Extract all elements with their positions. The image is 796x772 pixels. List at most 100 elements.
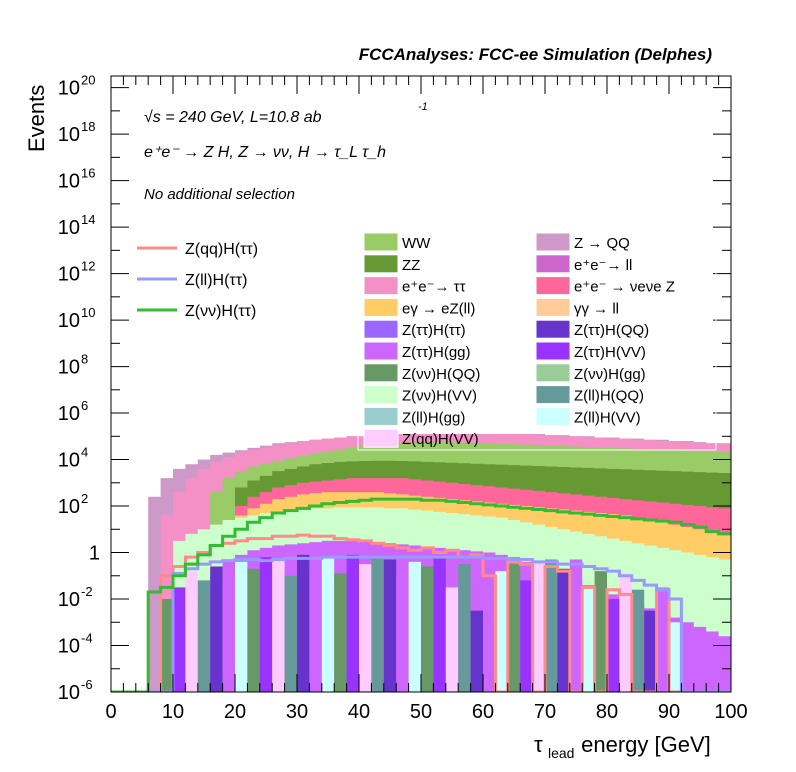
legend-right-swatch-6 bbox=[535, 363, 571, 383]
annotation-process: e⁺e⁻ → Z H, Z → νν, H → τ_L τ_h bbox=[144, 144, 386, 161]
legend-left-swatch-7 bbox=[363, 385, 399, 405]
y-tick-label-16: 10 bbox=[58, 171, 80, 193]
y-tick-label-8: 10 bbox=[58, 357, 80, 379]
signal-bar-16 bbox=[309, 566, 322, 692]
signal-bar-9 bbox=[222, 575, 235, 692]
legend-left-swatch-4 bbox=[363, 319, 399, 339]
legend-right-swatch-5 bbox=[535, 341, 571, 361]
y-tick-exp-6: 6 bbox=[81, 398, 88, 413]
y-tick-exp-14: 14 bbox=[81, 212, 95, 227]
y-tick-label-2: 10 bbox=[58, 496, 80, 518]
legend-right-label-4: Z(ττ)H(QQ) bbox=[574, 322, 649, 339]
y-tick-label-10: 10 bbox=[58, 310, 80, 332]
legend-left-swatch-6 bbox=[363, 363, 399, 383]
signal-bar-33 bbox=[520, 580, 533, 692]
legend-left-swatch-1 bbox=[363, 254, 399, 274]
y-tick-label-4: 10 bbox=[58, 450, 80, 472]
signal-bar-10 bbox=[235, 561, 248, 692]
legend-left-swatch-2 bbox=[363, 276, 399, 296]
legend-line-label-0: Z(qq)H(ττ) bbox=[185, 241, 258, 258]
annotation-energy: √s = 240 GeV, L=10.8 ab bbox=[144, 109, 322, 126]
signal-bar-5 bbox=[173, 587, 186, 692]
signal-bar-12 bbox=[259, 557, 273, 692]
y-tick-label--6: 10 bbox=[58, 682, 80, 704]
x-axis-label-rest: energy [GeV] bbox=[575, 732, 711, 757]
legend-right-label-5: Z(ττ)H(VV) bbox=[574, 344, 646, 361]
signal-bar-45 bbox=[669, 622, 682, 692]
x-tick-label-100: 100 bbox=[714, 701, 747, 723]
signal-bar-31 bbox=[495, 571, 508, 692]
signal-bar-13 bbox=[272, 559, 285, 692]
y-tick-exp-8: 8 bbox=[81, 352, 88, 367]
y-tick-exp--2: -2 bbox=[81, 584, 93, 599]
legend-background: WW ZZ e⁺e⁻→ ττ eγ → eZ(ll) Z(ττ)H(ττ) Z(ττ)H(… bbox=[363, 232, 675, 448]
x-tick-label-10: 10 bbox=[162, 701, 184, 723]
signal-bar-27 bbox=[445, 587, 459, 692]
legend-left-swatch-8 bbox=[363, 406, 399, 426]
legend-line-label-1: Z(ll)H(ττ) bbox=[185, 272, 247, 289]
legend-right-label-3: γγ → ll bbox=[574, 300, 619, 317]
legend-left-label-8: Z(ll)H(gg) bbox=[402, 409, 465, 426]
signal-line-1 bbox=[111, 555, 731, 692]
annotation-block: √s = 240 GeV, L=10.8 ab -1 e⁺e⁻ → Z H, Z… bbox=[144, 101, 428, 203]
signal-bar-35 bbox=[545, 559, 558, 692]
y-tick-exp-2: 2 bbox=[81, 491, 88, 506]
signal-bar-41 bbox=[619, 573, 632, 692]
signal-line-2 bbox=[111, 497, 731, 692]
signal-bar-23 bbox=[396, 575, 409, 692]
legend-left-label-3: eγ → eZ(ll) bbox=[402, 300, 475, 317]
signal-lines bbox=[111, 497, 731, 692]
chart-title: FCCAnalyses: FCC-ee Simulation (Delphes) bbox=[359, 45, 713, 64]
legend-left-label-7: Z(νν)H(VV) bbox=[402, 388, 477, 405]
legend-left-label-9: Z(qq)H(VV) bbox=[402, 431, 479, 448]
x-tick-label-30: 30 bbox=[286, 701, 308, 723]
legend-left-label-4: Z(ττ)H(ττ) bbox=[402, 322, 466, 339]
legend-signal: Z(qq)H(ττ) Z(ll)H(ττ) Z(νν)H(ττ) bbox=[137, 241, 258, 320]
y-tick-label--2: 10 bbox=[58, 589, 80, 611]
legend-right-label-1: e⁺e⁻→ ll bbox=[574, 257, 632, 274]
legend-right-swatch-0 bbox=[535, 232, 571, 252]
legend-right-label-0: Z → QQ bbox=[574, 235, 630, 252]
y-tick-exp-10: 10 bbox=[81, 305, 95, 320]
signal-bar-37 bbox=[569, 559, 583, 692]
signal-bar-38 bbox=[582, 587, 595, 692]
signal-bar-43 bbox=[644, 610, 657, 692]
y-axis-label: Events bbox=[24, 85, 49, 152]
signal-bar-32 bbox=[507, 564, 521, 692]
x-tick-label-40: 40 bbox=[348, 701, 370, 723]
signal-bar-17 bbox=[321, 557, 335, 692]
y-tick-label-0: 1 bbox=[89, 543, 100, 565]
legend-right-swatch-1 bbox=[535, 254, 571, 274]
annotation-selection: No additional selection bbox=[144, 186, 295, 203]
y-tick-exp-4: 4 bbox=[81, 445, 88, 460]
legend-left-swatch-0 bbox=[363, 232, 399, 252]
legend-right-label-2: e⁺e⁻ → νeνe Z bbox=[574, 279, 675, 296]
y-tick-exp-16: 16 bbox=[81, 166, 95, 181]
signal-bar-30 bbox=[483, 557, 496, 692]
legend-left-label-2: e⁺e⁻→ ττ bbox=[402, 279, 466, 296]
legend-right-swatch-3 bbox=[535, 297, 571, 317]
legend-right-swatch-7 bbox=[535, 385, 571, 405]
x-tick-label-50: 50 bbox=[410, 701, 432, 723]
signal-bar-19 bbox=[346, 554, 359, 692]
signal-bar-29 bbox=[470, 610, 483, 692]
x-axis-label: τ lead energy [GeV] bbox=[534, 732, 711, 761]
y-tick-label-18: 10 bbox=[58, 124, 80, 146]
signal-bar-34 bbox=[532, 561, 545, 692]
signal-bar-28 bbox=[458, 564, 471, 692]
x-tick-label-70: 70 bbox=[534, 701, 556, 723]
signal-bar-4 bbox=[160, 599, 173, 692]
signal-bar-14 bbox=[284, 575, 297, 692]
legend-right-swatch-4 bbox=[535, 319, 571, 339]
x-axis-label-subscript: lead bbox=[548, 745, 574, 761]
legend-left-label-1: ZZ bbox=[402, 257, 420, 274]
signal-bar-39 bbox=[594, 571, 607, 692]
legend-left-swatch-3 bbox=[363, 297, 399, 317]
legend-line-label-2: Z(νν)H(ττ) bbox=[185, 303, 256, 320]
signal-bar-15 bbox=[297, 554, 310, 692]
x-tick-label-0: 0 bbox=[105, 701, 116, 723]
y-tick-exp-20: 20 bbox=[81, 73, 95, 88]
y-tick-label-6: 10 bbox=[58, 403, 80, 425]
